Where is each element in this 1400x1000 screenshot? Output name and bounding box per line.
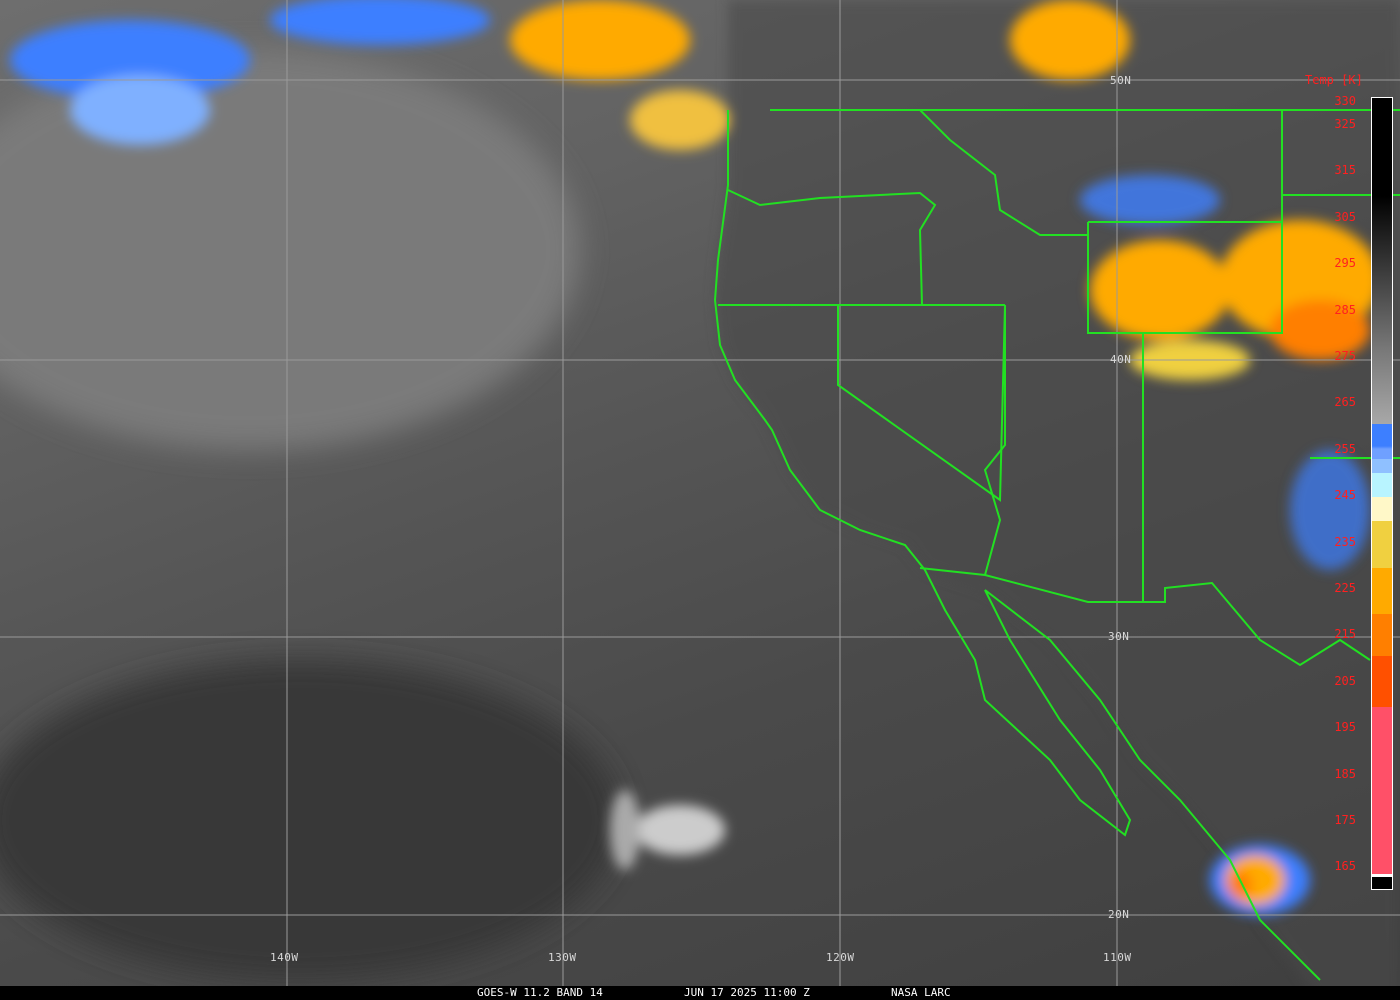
lon-label-110w: 110W [1103,951,1132,964]
id-mt-border [919,109,1088,236]
colorbar-tick-label: 175 [1334,813,1356,827]
cloud-rockies-orange [1080,175,1380,570]
ocean-light-area [0,50,580,450]
caption-source: NASA LARC [891,986,951,999]
caption-bar: GOES-W 11.2 BAND 14 JUN 17 2025 11:00 Z … [0,986,1400,1000]
caption-product: GOES-W 11.2 BAND 14 [477,986,603,999]
colorbar-tick-label: 315 [1334,163,1356,178]
colorbar-tick-label: 235 [1334,534,1356,549]
colorbar-tick-label: 205 [1334,673,1356,688]
lat-label-30n: 30N [1108,630,1130,643]
colorbar-tick-label: 195 [1334,720,1356,735]
temperature-colorbar [1371,97,1393,890]
colorbar-title: Temp [K] [1305,73,1363,87]
lat-label-40n: 40N [1110,353,1132,366]
political-borders [713,109,1400,981]
lon-label-130w: 130W [548,951,577,964]
us-mexico-border [919,567,1371,667]
ocean-dark-band [0,660,620,980]
land-mass [715,0,1400,1000]
coastline [713,110,1321,981]
colorbar-tick-label: 330 [1334,94,1356,108]
lat-label-20n: 20N [1108,908,1130,921]
lon-label-140w: 140W [270,951,299,964]
colorbar-tick-label: 275 [1334,349,1356,363]
lon-label-120w: 120W [826,951,855,964]
cloud-mexico-orange [1210,845,1310,915]
colorbar-tick-label: 165 [1334,859,1356,874]
colorbar-tick-label: 265 [1334,395,1356,410]
cloud-pnw-orange [510,0,1130,150]
colorbar-tick-label: 285 [1334,302,1356,317]
colorbar-tick-label: 215 [1334,627,1356,642]
colorbar-tick-label: 225 [1334,581,1356,595]
colorbar-tick-label: 245 [1334,488,1356,503]
or-wa-border [727,189,937,306]
colorbar-tick-label: 185 [1334,766,1356,781]
colorbar-tick-label: 325 [1334,117,1356,131]
colorbar-tick-label: 295 [1334,256,1356,271]
caption-datetime: JUN 17 2025 11:00 Z [684,986,810,999]
colorbar-tick-label: 305 [1334,209,1356,224]
colorbar-tick-label: 255 [1334,441,1356,456]
cloud-offshore-white [610,790,725,870]
ca-nv-border [837,304,1006,502]
lat-label-50n: 50N [1110,74,1132,87]
